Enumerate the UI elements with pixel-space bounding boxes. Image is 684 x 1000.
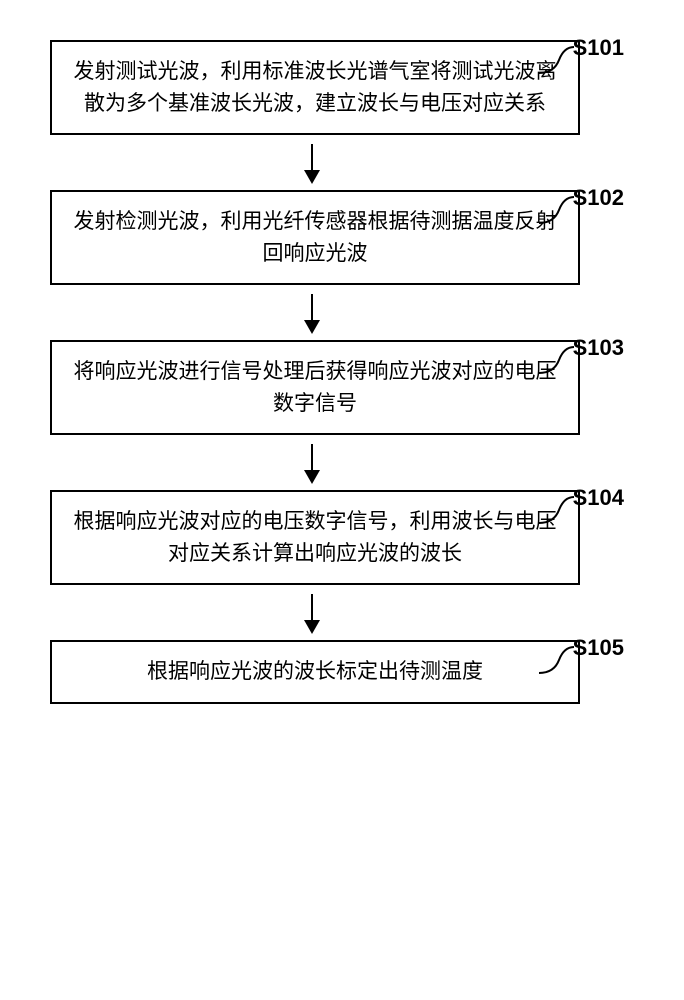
step-label-4: S104: [573, 485, 624, 511]
step-box-3: 将响应光波进行信号处理后获得响应光波对应的电压数字信号: [50, 340, 580, 435]
step-text-4: 根据响应光波对应的电压数字信号，利用波长与电压对应关系计算出响应光波的波长: [74, 510, 557, 565]
step-row-3: 将响应光波进行信号处理后获得响应光波对应的电压数字信号 S103: [30, 340, 654, 435]
step-text-5: 根据响应光波的波长标定出待测温度: [147, 660, 483, 683]
step-text-2: 发射检测光波，利用光纤传感器根据待测据温度反射回响应光波: [74, 210, 557, 265]
arrow-head-3: [304, 470, 320, 484]
step-text-3: 将响应光波进行信号处理后获得响应光波对应的电压数字信号: [74, 360, 557, 415]
step-box-4: 根据响应光波对应的电压数字信号，利用波长与电压对应关系计算出响应光波的波长: [50, 490, 580, 585]
step-text-1: 发射测试光波，利用标准波长光谱气室将测试光波离散为多个基准波长光波，建立波长与电…: [74, 60, 557, 115]
step-label-3: S103: [573, 335, 624, 361]
connector-curve-2: [539, 195, 574, 230]
arrow-1: [57, 135, 627, 190]
step-row-4: 根据响应光波对应的电压数字信号，利用波长与电压对应关系计算出响应光波的波长 S1…: [30, 490, 654, 585]
arrow-head-4: [304, 620, 320, 634]
step-label-5: S105: [573, 635, 624, 661]
arrow-3: [57, 435, 627, 490]
connector-curve-3: [539, 345, 574, 380]
connector-curve-1: [539, 45, 574, 80]
step-row-2: 发射检测光波，利用光纤传感器根据待测据温度反射回响应光波 S102: [30, 190, 654, 285]
arrow-2: [57, 285, 627, 340]
flowchart-container: 发射测试光波，利用标准波长光谱气室将测试光波离散为多个基准波长光波，建立波长与电…: [30, 40, 654, 704]
arrow-line-1: [311, 144, 313, 182]
arrow-head-2: [304, 320, 320, 334]
arrow-4: [57, 585, 627, 640]
connector-curve-4: [539, 495, 574, 530]
step-box-5: 根据响应光波的波长标定出待测温度: [50, 640, 580, 704]
step-label-1: S101: [573, 35, 624, 61]
step-row-1: 发射测试光波，利用标准波长光谱气室将测试光波离散为多个基准波长光波，建立波长与电…: [30, 40, 654, 135]
connector-curve-5: [539, 645, 574, 680]
step-row-5: 根据响应光波的波长标定出待测温度 S105: [30, 640, 654, 704]
step-box-1: 发射测试光波，利用标准波长光谱气室将测试光波离散为多个基准波长光波，建立波长与电…: [50, 40, 580, 135]
arrow-line-4: [311, 594, 313, 632]
step-label-2: S102: [573, 185, 624, 211]
step-box-2: 发射检测光波，利用光纤传感器根据待测据温度反射回响应光波: [50, 190, 580, 285]
arrow-head-1: [304, 170, 320, 184]
arrow-line-2: [311, 294, 313, 332]
arrow-line-3: [311, 444, 313, 482]
